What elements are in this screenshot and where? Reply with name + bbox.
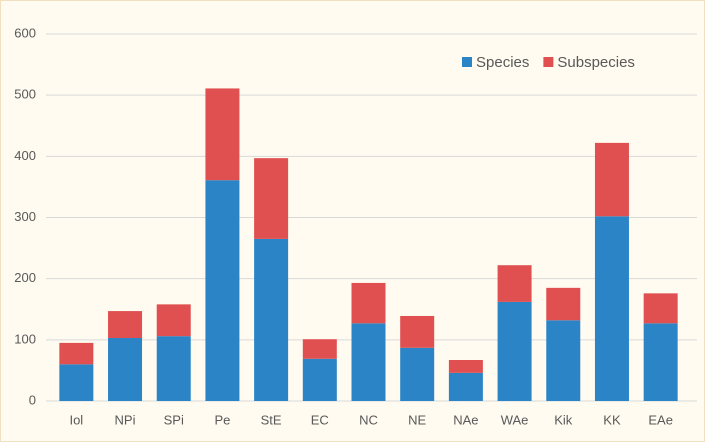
y-tick-label: 300 bbox=[14, 209, 36, 224]
x-tick-label: Kik bbox=[554, 412, 573, 427]
legend-label: Species bbox=[476, 54, 529, 71]
y-tick-label: 100 bbox=[14, 331, 36, 346]
bar-segment bbox=[59, 364, 94, 401]
bar-segment bbox=[254, 158, 289, 239]
bar-segment bbox=[108, 337, 143, 401]
y-tick-label: 400 bbox=[14, 148, 36, 163]
x-tick-label: Pe bbox=[214, 412, 230, 427]
x-tick-label: Iol bbox=[69, 412, 83, 427]
legend-swatch bbox=[462, 57, 472, 67]
x-tick-label: StE bbox=[261, 412, 282, 427]
bar-segment bbox=[351, 282, 386, 324]
y-tick-label: 500 bbox=[14, 87, 36, 102]
bar-segment bbox=[497, 301, 532, 401]
bar-segment bbox=[448, 372, 483, 401]
x-tick-label: SPi bbox=[164, 412, 184, 427]
bar-segment bbox=[594, 142, 629, 217]
bar-segment bbox=[351, 323, 386, 401]
bar-segment bbox=[205, 88, 240, 181]
x-tick-label: NC bbox=[359, 412, 378, 427]
y-tick-label: 200 bbox=[14, 270, 36, 285]
x-tick-label: NAe bbox=[453, 412, 478, 427]
x-tick-label: EAe bbox=[648, 412, 673, 427]
bar-segment bbox=[156, 336, 191, 401]
legend-label: Subspecies bbox=[557, 54, 635, 71]
bar-segment bbox=[108, 311, 143, 338]
bar-segment bbox=[156, 304, 191, 337]
x-tick-label: EC bbox=[311, 412, 329, 427]
bar-segment bbox=[400, 347, 435, 401]
bar-segment bbox=[59, 342, 94, 365]
bar-segment bbox=[643, 293, 678, 324]
bar-segment bbox=[546, 287, 581, 321]
bar-segment bbox=[302, 358, 337, 401]
bar-segment bbox=[254, 238, 289, 401]
bar-segment bbox=[643, 323, 678, 401]
bar-segment bbox=[302, 339, 337, 359]
x-tick-label: NE bbox=[408, 412, 426, 427]
bar-segment bbox=[205, 180, 240, 401]
bar-segment bbox=[546, 320, 581, 401]
bar-segment bbox=[497, 265, 532, 302]
bar-segment bbox=[448, 360, 483, 373]
x-tick-label: WAe bbox=[501, 412, 529, 427]
y-tick-label: 0 bbox=[29, 392, 36, 407]
x-tick-label: KK bbox=[603, 412, 621, 427]
x-tick-label: NPi bbox=[115, 412, 136, 427]
legend-swatch bbox=[543, 57, 554, 67]
bar-segment bbox=[400, 315, 435, 348]
bar-segment bbox=[594, 216, 629, 401]
y-tick-label: 600 bbox=[14, 25, 36, 40]
